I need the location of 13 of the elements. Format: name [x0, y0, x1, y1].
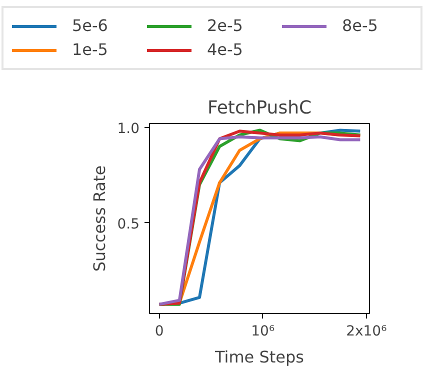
x-tick-label: 0	[154, 324, 164, 340]
x-axis-title: Time Steps	[214, 348, 304, 366]
legend-label: 5e-6	[72, 16, 109, 35]
y-axis-title: Success Rate	[90, 165, 110, 272]
legend-label: 4e-5	[207, 40, 244, 59]
y-tick-label: 1.0	[117, 120, 140, 137]
chart-title: FetchPushC	[207, 98, 312, 118]
x-tick-label: 2x10⁶	[346, 324, 388, 340]
legend-label: 1e-5	[72, 40, 109, 59]
legend-label: 2e-5	[207, 16, 244, 35]
x-tick-label: 10⁶	[251, 324, 275, 340]
legend-label: 8e-5	[342, 16, 379, 35]
y-tick-label: 0.5	[117, 216, 140, 232]
